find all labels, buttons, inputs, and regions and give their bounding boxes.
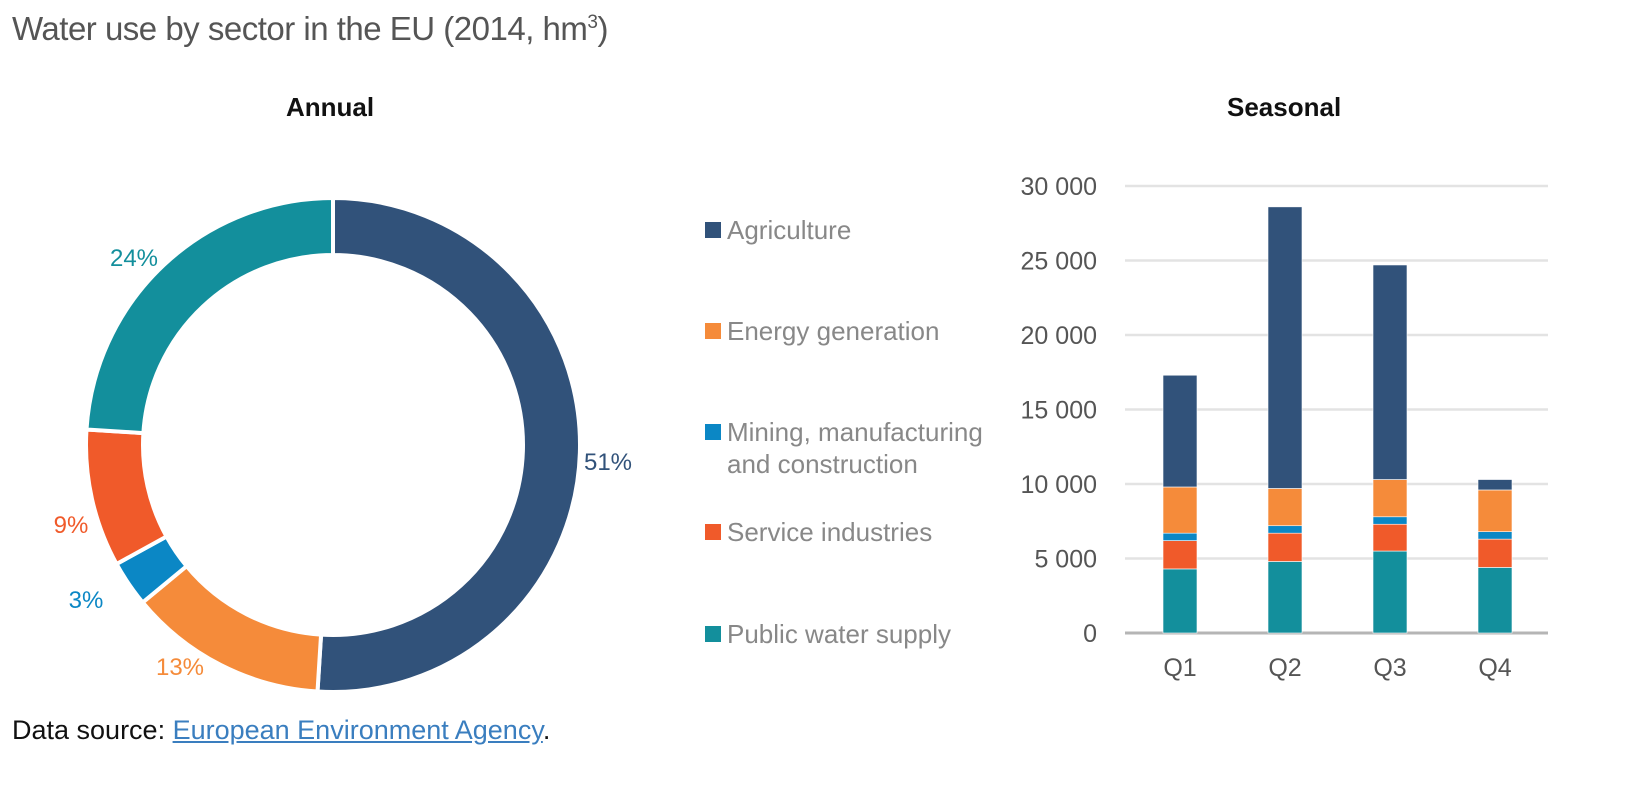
bar-segment [1162,374,1198,488]
bar-segment [1372,523,1408,552]
bar-segment [1372,550,1408,634]
source-prefix: Data source: [12,715,173,745]
x-tick-label: Q2 [1268,654,1301,682]
source-suffix: . [542,715,551,745]
donut-slice-label: 3% [69,587,104,614]
bar-segment [1162,568,1198,634]
legend-item-service: Service industries [705,516,932,548]
y-tick-label: 20 000 [1021,322,1097,350]
legend-swatch-icon [705,323,721,339]
legend-label: Energy generation [727,316,940,346]
x-tick-label: Q3 [1373,654,1406,682]
bar-segment [1162,532,1198,541]
bar-segment [1162,486,1198,534]
bar-segment [1477,538,1513,568]
annual-title: Annual [286,92,375,122]
chart-title-text: Water use by sector in the EU (2014, hm [12,10,588,47]
y-tick-label: 5 000 [1034,546,1097,574]
x-tick-label: Q4 [1478,654,1511,682]
bar-segment [1477,531,1513,540]
legend-label-line2: and construction [727,449,918,479]
bar-segment [1372,264,1408,480]
bar-segment [1267,532,1303,562]
donut-slice [84,427,170,567]
legend-swatch-icon [705,524,721,540]
y-tick-label: 15 000 [1021,397,1097,425]
seasonal-bar-chart: 0 5 000 10 000 15 000 20 000 25 000 30 000 Q1 Q2… [1021,173,1548,682]
donut-slice-label: 9% [54,512,89,539]
donut-slice-label: 13% [156,654,204,681]
bar-segment [1372,479,1408,518]
donut-slice-label: 24% [110,245,158,272]
annual-donut-chart: 51% 13% 3% 9% 24% [54,195,632,694]
bar-segment [1267,561,1303,634]
legend-item-public: Public water supply [705,618,951,650]
legend-swatch-icon [705,222,721,238]
data-source: Data source: European Environment Agency… [12,715,550,746]
legend-swatch-icon [705,626,721,642]
bar-segment [1267,525,1303,534]
legend-label: Public water supply [727,619,951,649]
donut-slice [84,195,335,436]
legend-label: Service industries [727,517,933,547]
y-tick-label: 0 [1083,620,1097,648]
chart-title: Water use by sector in the EU (2014, hm3… [12,10,608,48]
y-tick-label: 30 000 [1021,173,1097,201]
legend-swatch-icon [705,424,721,440]
y-tick-label: 25 000 [1021,248,1097,276]
legend-item-agriculture: Agriculture [705,214,851,246]
legend-label: Mining, manufacturing and construction [727,416,983,480]
donut-slice [315,195,582,694]
chart-title-end: ) [597,10,608,47]
bar-segment [1162,540,1198,570]
legend-item-mining: Mining, manufacturing and construction [705,416,983,480]
chart-title-superscript: 3 [587,12,598,33]
bar-segment [1267,488,1303,527]
y-tick-label: 10 000 [1021,471,1097,499]
legend-label: Agriculture [727,215,852,245]
seasonal-title: Seasonal [1227,92,1342,122]
bar-segment [1372,516,1408,525]
source-link[interactable]: European Environment Agency [172,715,543,745]
x-tick-label: Q1 [1163,654,1196,682]
legend-item-energy: Energy generation [705,315,939,347]
legend-label-line1: Mining, manufacturing [727,417,983,447]
bar-segment [1477,567,1513,634]
bar-segment [1477,479,1513,491]
bar-segment [1477,489,1513,532]
bar-segment [1267,206,1303,489]
donut-slice-label: 51% [584,449,632,476]
